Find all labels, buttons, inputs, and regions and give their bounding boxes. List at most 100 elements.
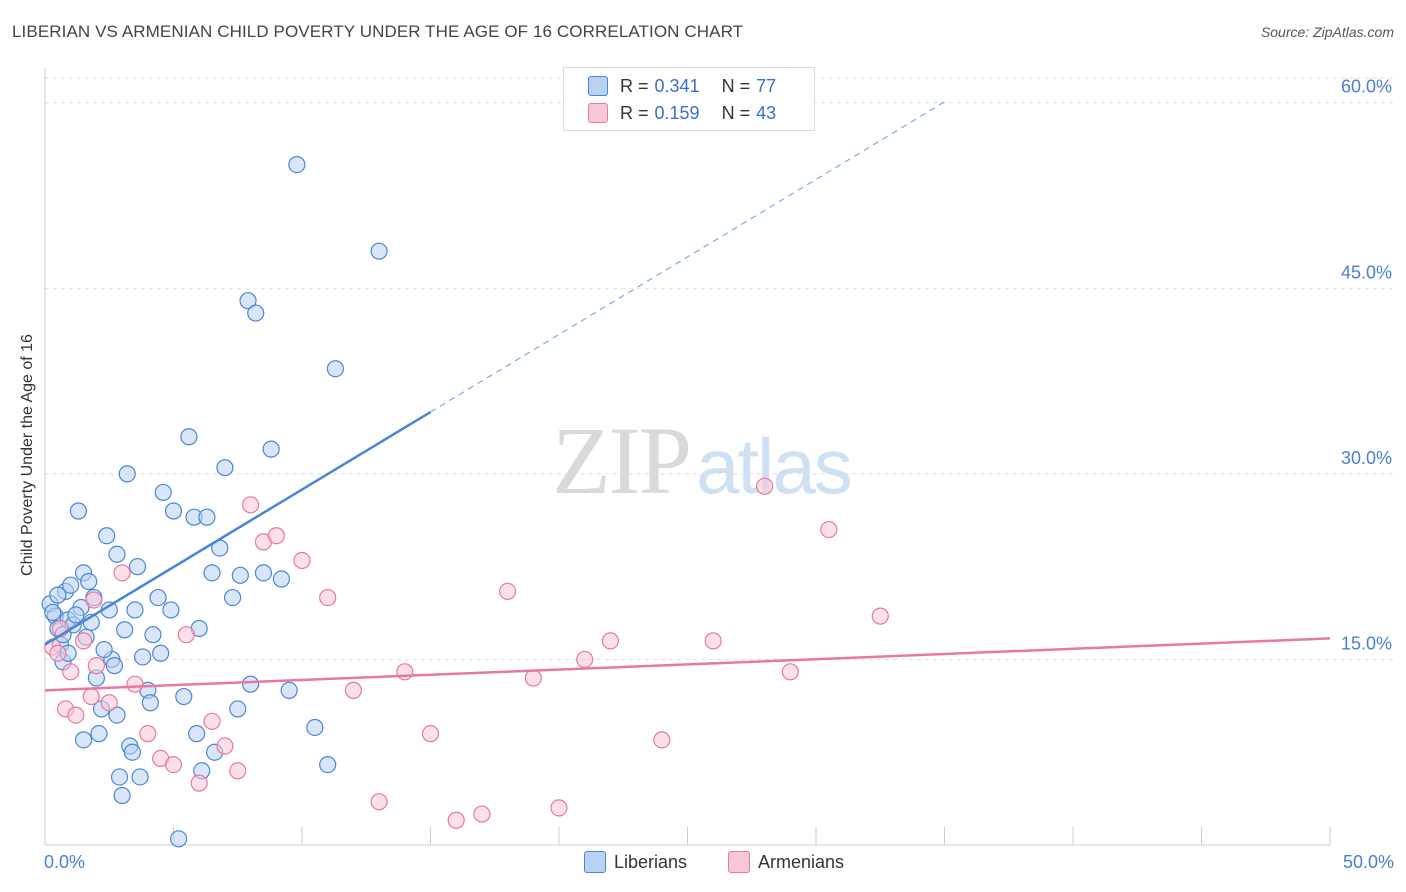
armenians-points <box>44 477 889 829</box>
armenians-point-34 <box>576 650 594 669</box>
liberians-point-65 <box>141 694 159 712</box>
liberians-point-28 <box>128 558 147 576</box>
liberians-point-34 <box>162 601 180 619</box>
y-tick-label-45: 45.0% <box>1341 262 1392 282</box>
armenians-point-30 <box>473 805 491 823</box>
y-tick-label-30: 30.0% <box>1341 448 1392 468</box>
armenians-point-37 <box>704 632 722 650</box>
liberians-point-52 <box>288 155 306 174</box>
liberians-point-61 <box>80 572 98 591</box>
armenians-n-value: 43 <box>756 102 777 123</box>
liberians-point-64 <box>123 743 141 761</box>
liberians-point-74 <box>108 545 126 563</box>
liberians-point-75 <box>131 768 149 786</box>
liberians-point-32 <box>149 588 167 607</box>
liberians-point-66 <box>152 644 170 662</box>
liberians-point-50 <box>272 570 291 588</box>
correlation-legend: R = 0.341 N = 77 R = 0.159 N = 43 <box>563 67 815 131</box>
armenians-point-15 <box>177 626 195 644</box>
liberians-point-71 <box>242 675 260 693</box>
liberians-point-9 <box>69 502 88 520</box>
liberians-n-key: N = <box>721 75 751 96</box>
armenians-point-39 <box>781 663 799 681</box>
y-tick-label-60: 60.0% <box>1341 77 1392 97</box>
armenians-point-4 <box>62 663 80 681</box>
liberians-point-21 <box>105 657 123 675</box>
liberians-legend-swatch <box>584 851 606 873</box>
liberians-point-47 <box>247 304 265 322</box>
liberians-trend-line <box>44 410 432 646</box>
legend-item-liberians: Liberians <box>584 851 687 873</box>
armenians-point-42 <box>85 591 103 609</box>
liberians-point-57 <box>44 603 62 622</box>
liberians-point-62 <box>95 640 113 659</box>
liberians-point-31 <box>144 626 162 644</box>
armenians-point-32 <box>524 669 542 687</box>
armenians-point-6 <box>74 632 93 650</box>
armenians-point-20 <box>242 496 260 514</box>
source-label: Source: ZipAtlas.com <box>1260 24 1394 40</box>
liberians-points <box>41 155 388 848</box>
liberians-point-60 <box>67 606 85 624</box>
liberians-r-value: 0.341 <box>654 75 700 96</box>
armenians-point-9 <box>100 694 118 712</box>
legend-item-armenians: Armenians <box>728 851 844 873</box>
liberians-point-51 <box>280 681 298 699</box>
liberians-point-43 <box>216 459 234 477</box>
y-tick-label-15: 15.0% <box>1341 633 1392 653</box>
liberians-point-48 <box>254 564 273 582</box>
liberians-point-67 <box>164 502 183 520</box>
armenians-point-1 <box>49 644 67 662</box>
axes <box>44 68 1331 846</box>
liberians-point-18 <box>98 527 116 545</box>
liberians-point-27 <box>126 601 144 619</box>
x-tick-label-min: 0.0% <box>44 852 86 872</box>
liberians-point-7 <box>62 576 80 594</box>
armenians-point-40 <box>820 520 838 539</box>
liberians-swatch <box>588 76 608 96</box>
armenians-point-18 <box>216 737 234 755</box>
armenians-point-10 <box>113 564 131 582</box>
legend-row-liberians: R = 0.341 N = 77 <box>588 74 776 98</box>
armenians-n-key: N = <box>721 102 751 123</box>
armenians-r-value: 0.159 <box>654 102 700 123</box>
liberians-point-29 <box>134 648 152 666</box>
liberians-point-33 <box>154 483 172 502</box>
armenians-r-key: R = <box>620 102 649 123</box>
liberians-point-73 <box>74 731 93 749</box>
armenians-point-19 <box>229 762 247 780</box>
x-tick-label-max: 50.0% <box>1342 852 1394 872</box>
liberians-point-37 <box>180 428 198 446</box>
armenians-point-36 <box>653 731 671 749</box>
armenians-point-24 <box>319 588 337 607</box>
armenians-point-5 <box>67 706 85 724</box>
liberians-trend-extension <box>430 101 945 413</box>
liberians-point-76 <box>188 725 206 743</box>
liberians-point-45 <box>229 700 247 718</box>
liberians-point-35 <box>170 830 188 848</box>
armenians-point-33 <box>550 799 568 817</box>
liberians-point-40 <box>198 508 216 526</box>
liberians-point-16 <box>90 725 108 743</box>
liberians-point-25 <box>118 465 136 483</box>
armenians-trend-line <box>44 637 1331 692</box>
liberians-point-46 <box>239 292 257 310</box>
trend-lines <box>44 101 1331 692</box>
liberians-point-24 <box>113 786 131 805</box>
y-axis-label: Child Poverty Under the Age of 16 <box>19 334 36 576</box>
armenians-point-35 <box>601 632 620 650</box>
liberians-point-49 <box>262 440 280 458</box>
y-tick-labels: 15.0% 30.0% 45.0% 60.0% <box>1341 77 1392 654</box>
armenians-point-12 <box>139 725 157 743</box>
chart-title: LIBERIAN VS ARMENIAN CHILD POVERTY UNDER… <box>12 22 744 41</box>
liberians-legend-label: Liberians <box>614 851 688 872</box>
armenians-point-31 <box>499 582 517 600</box>
liberians-point-58 <box>49 586 67 604</box>
armenians-point-41 <box>871 607 889 625</box>
armenians-point-38 <box>755 477 774 495</box>
armenians-swatch <box>588 103 608 123</box>
liberians-point-44 <box>224 588 242 607</box>
armenians-point-7 <box>82 687 100 706</box>
armenians-point-22 <box>267 527 285 545</box>
liberians-n-value: 77 <box>756 75 777 96</box>
